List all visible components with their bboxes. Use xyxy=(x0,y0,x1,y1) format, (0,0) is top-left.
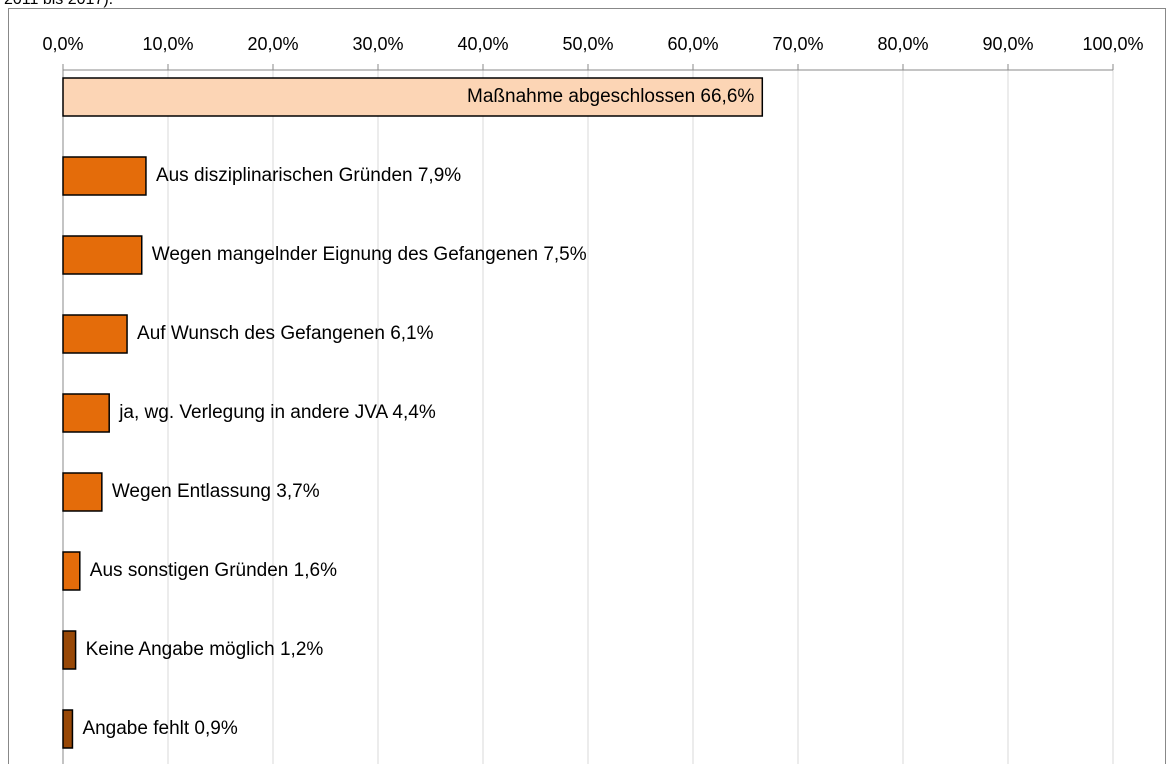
value-label: 7,5% xyxy=(543,244,586,265)
bar xyxy=(62,235,143,275)
x-tick-label: 20,0% xyxy=(247,34,298,54)
chart-frame xyxy=(8,8,1166,764)
value-label: 0,9% xyxy=(194,718,237,739)
data-label: Wegen Entlassung 3,7% xyxy=(112,481,320,502)
category-label: Wegen mangelnder Eignung des Gefangenen xyxy=(152,244,538,265)
data-label: ja, wg. Verlegung in andere JVA 4,4% xyxy=(118,402,436,423)
data-label: Angabe fehlt 0,9% xyxy=(82,718,237,739)
x-tick-label: 90,0% xyxy=(982,34,1033,54)
bar xyxy=(62,551,81,591)
bar xyxy=(62,630,77,670)
bar xyxy=(62,156,147,196)
value-label: 1,2% xyxy=(280,639,323,660)
value-label: 4,4% xyxy=(392,402,435,423)
data-label: Auf Wunsch des Gefangenen 6,1% xyxy=(137,323,434,344)
x-tick-label: 70,0% xyxy=(772,34,823,54)
category-label: Aus disziplinarischen Gründen xyxy=(156,165,413,186)
x-tick-label: 30,0% xyxy=(352,34,403,54)
category-label: Maßnahme abgeschlossen xyxy=(467,86,695,107)
caption: 2011 bis 2017). xyxy=(4,0,113,8)
data-label: Wegen mangelnder Eignung des Gefangenen … xyxy=(152,244,587,265)
bar xyxy=(62,709,74,749)
bar xyxy=(62,314,128,354)
data-label: Aus disziplinarischen Gründen 7,9% xyxy=(156,165,461,186)
x-tick-label: 10,0% xyxy=(142,34,193,54)
bar xyxy=(62,77,764,117)
value-label: 7,9% xyxy=(418,165,461,186)
bar xyxy=(62,472,103,512)
category-label: Keine Angabe möglich xyxy=(86,639,275,660)
bar xyxy=(62,393,110,433)
data-label: Keine Angabe möglich 1,2% xyxy=(86,639,324,660)
x-tick-label: 80,0% xyxy=(877,34,928,54)
category-label: Auf Wunsch des Gefangenen xyxy=(137,323,385,344)
category-label: Aus sonstigen Gründen xyxy=(90,560,289,581)
x-tick-label: 0,0% xyxy=(42,34,83,54)
data-label: Maßnahme abgeschlossen 66,6% xyxy=(467,86,754,107)
x-tick-label: 40,0% xyxy=(457,34,508,54)
data-label: Aus sonstigen Gründen 1,6% xyxy=(90,560,337,581)
x-tick-label: 100,0% xyxy=(1082,34,1143,54)
x-tick-label: 60,0% xyxy=(667,34,718,54)
x-tick-label: 50,0% xyxy=(562,34,613,54)
value-label: 3,7% xyxy=(276,481,319,502)
category-label: ja, wg. Verlegung in andere JVA xyxy=(118,402,388,423)
category-label: Wegen Entlassung xyxy=(112,481,271,502)
value-label: 1,6% xyxy=(294,560,337,581)
value-label: 66,6% xyxy=(700,86,754,107)
value-label: 6,1% xyxy=(390,323,433,344)
category-label: Angabe fehlt xyxy=(82,718,189,739)
